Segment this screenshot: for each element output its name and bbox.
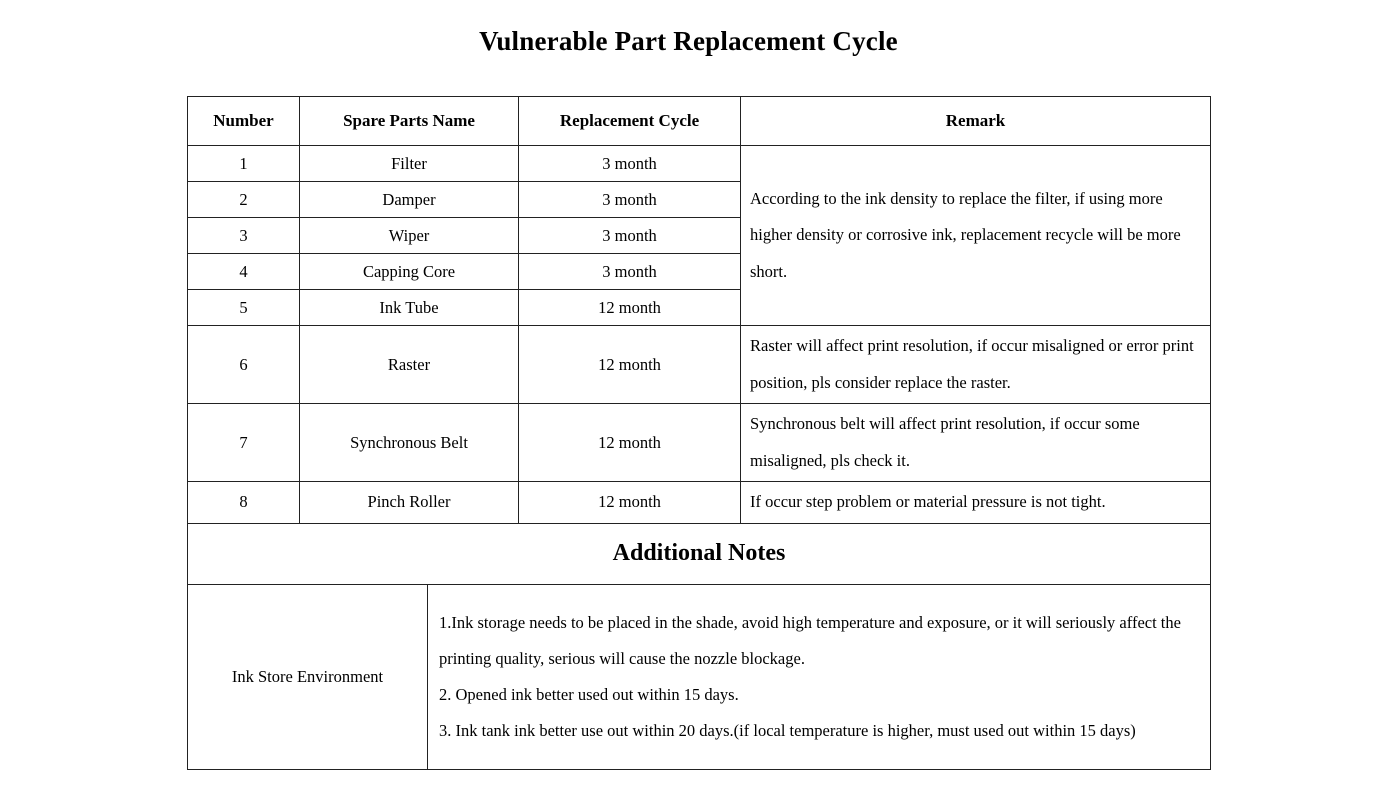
cell-cycle: 3 month — [518, 217, 742, 254]
cell-cycle: 12 month — [518, 403, 742, 482]
ink-store-note-item: 1.Ink storage needs to be placed in the … — [439, 612, 1181, 668]
cell-cycle: 12 month — [518, 325, 742, 404]
cell-part-name: Filter — [298, 145, 520, 182]
table-row: 7 Synchronous Belt 12 month Synchronous … — [187, 403, 1212, 482]
cell-part-name: Capping Core — [298, 253, 520, 290]
cell-cycle: 12 month — [518, 289, 742, 326]
header-spare-parts-name: Spare Parts Name — [298, 96, 520, 146]
table-row: 3 Wiper 3 month — [187, 217, 1211, 254]
cell-part-name: Wiper — [298, 217, 520, 254]
cell-cycle: 3 month — [518, 145, 742, 182]
cell-number: 8 — [187, 481, 300, 524]
cell-cycle: 3 month — [518, 253, 742, 290]
remark-row-8: If occur step problem or material pressu… — [740, 481, 1212, 524]
ink-store-environment-label: Ink Store Environment — [187, 583, 428, 770]
cell-number: 3 — [187, 217, 300, 254]
cell-number: 6 — [187, 325, 300, 404]
ink-store-notes: 1.Ink storage needs to be placed in the … — [426, 583, 1212, 770]
header-remark: Remark — [740, 96, 1212, 146]
table-row: 1 Filter 3 month According to the ink de… — [187, 145, 1212, 326]
remark-rows-1-5: According to the ink density to replace … — [740, 145, 1212, 326]
table-row: 6 Raster 12 month Raster will affect pri… — [187, 325, 1212, 404]
cell-part-name: Raster — [298, 325, 520, 404]
header-replacement-cycle: Replacement Cycle — [518, 96, 742, 146]
cell-cycle: 12 month — [518, 481, 742, 524]
cell-part-name: Synchronous Belt — [298, 403, 520, 482]
ink-store-row: Ink Store Environment 1.Ink storage need… — [187, 583, 1212, 770]
remark-row-7: Synchronous belt will affect print resol… — [740, 403, 1212, 482]
cell-part-name: Ink Tube — [298, 289, 520, 326]
cell-number: 7 — [187, 403, 300, 482]
remark-row-6: Raster will affect print resolution, if … — [740, 325, 1212, 404]
cell-number: 1 — [187, 145, 300, 182]
header-number: Number — [187, 96, 300, 146]
table-row: 5 Ink Tube 12 month — [187, 289, 1211, 326]
additional-notes-heading-row: Additional Notes — [186, 522, 1212, 585]
additional-notes-heading: Additional Notes — [186, 522, 1212, 585]
cell-part-name: Damper — [298, 181, 520, 218]
cell-number: 5 — [187, 289, 300, 326]
ink-store-note-item: 3. Ink tank ink better use out within 20… — [439, 720, 1136, 740]
cell-cycle: 3 month — [518, 181, 742, 218]
table-row: 8 Pinch Roller 12 month If occur step pr… — [187, 481, 1212, 524]
cell-number: 2 — [187, 181, 300, 218]
header-row: Number Spare Parts Name Replacement Cycl… — [187, 96, 1212, 146]
cell-number: 4 — [187, 253, 300, 290]
cell-part-name: Pinch Roller — [298, 481, 520, 524]
replacement-cycle-table: Number Spare Parts Name Replacement Cycl… — [186, 96, 1212, 770]
ink-store-note-item: 2. Opened ink better used out within 15 … — [439, 684, 739, 704]
page-title: Vulnerable Part Replacement Cycle — [479, 26, 898, 56]
table-row: 2 Damper 3 month — [187, 181, 1211, 218]
